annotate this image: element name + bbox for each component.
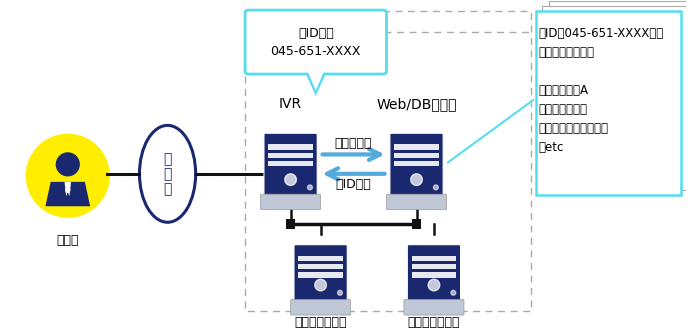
Circle shape <box>433 185 438 190</box>
Bar <box>298 272 343 278</box>
Text: 着ID（045-651-XXXX）用
動作定義ファイル

・音響モデルA
・始端検出感度
・キャッシュフォルダ
・etc: 着ID（045-651-XXXX）用 動作定義ファイル ・音響モデルA ・始端検… <box>538 27 664 154</box>
Circle shape <box>27 135 108 216</box>
Bar <box>298 256 343 261</box>
Bar <box>286 219 295 229</box>
Text: 音声合成サーバ: 音声合成サーバ <box>407 316 460 329</box>
FancyBboxPatch shape <box>404 299 464 315</box>
Text: 設定ロード: 設定ロード <box>335 136 372 150</box>
Bar <box>268 153 313 158</box>
Bar <box>394 161 439 166</box>
FancyBboxPatch shape <box>407 245 461 302</box>
Circle shape <box>66 188 70 192</box>
Text: 着ID取得
045-651-XXXX: 着ID取得 045-651-XXXX <box>270 27 361 57</box>
Text: 着ID通知: 着ID通知 <box>336 178 372 191</box>
Text: IVR: IVR <box>279 97 302 111</box>
Bar <box>412 256 456 261</box>
Bar <box>412 219 421 229</box>
Bar <box>268 144 313 150</box>
Bar <box>536 11 681 195</box>
Bar <box>245 11 531 311</box>
FancyBboxPatch shape <box>260 194 321 210</box>
Text: 音声認識サーバ: 音声認識サーバ <box>295 316 347 329</box>
Ellipse shape <box>139 125 196 222</box>
FancyBboxPatch shape <box>290 299 351 315</box>
Text: 公
衆
網: 公 衆 網 <box>163 152 172 196</box>
Bar <box>542 6 688 190</box>
FancyBboxPatch shape <box>245 10 386 74</box>
Text: Web/DBサーバ: Web/DBサーバ <box>377 97 457 111</box>
Polygon shape <box>64 182 71 196</box>
Bar <box>412 272 456 278</box>
FancyBboxPatch shape <box>294 245 347 302</box>
Bar <box>394 144 439 150</box>
FancyBboxPatch shape <box>264 133 317 197</box>
Circle shape <box>315 279 326 291</box>
Text: 利用者: 利用者 <box>57 234 79 247</box>
FancyBboxPatch shape <box>390 133 443 197</box>
Polygon shape <box>308 72 323 91</box>
Circle shape <box>285 174 296 186</box>
FancyBboxPatch shape <box>386 194 447 210</box>
Bar <box>298 264 343 269</box>
Bar <box>394 153 439 158</box>
Circle shape <box>451 290 456 295</box>
Bar <box>268 161 313 166</box>
Circle shape <box>307 185 312 190</box>
Polygon shape <box>46 182 90 206</box>
Bar <box>550 1 694 186</box>
Circle shape <box>411 174 422 186</box>
Circle shape <box>428 279 440 291</box>
Polygon shape <box>306 71 326 92</box>
Bar <box>412 264 456 269</box>
Circle shape <box>57 153 79 176</box>
Circle shape <box>337 290 342 295</box>
